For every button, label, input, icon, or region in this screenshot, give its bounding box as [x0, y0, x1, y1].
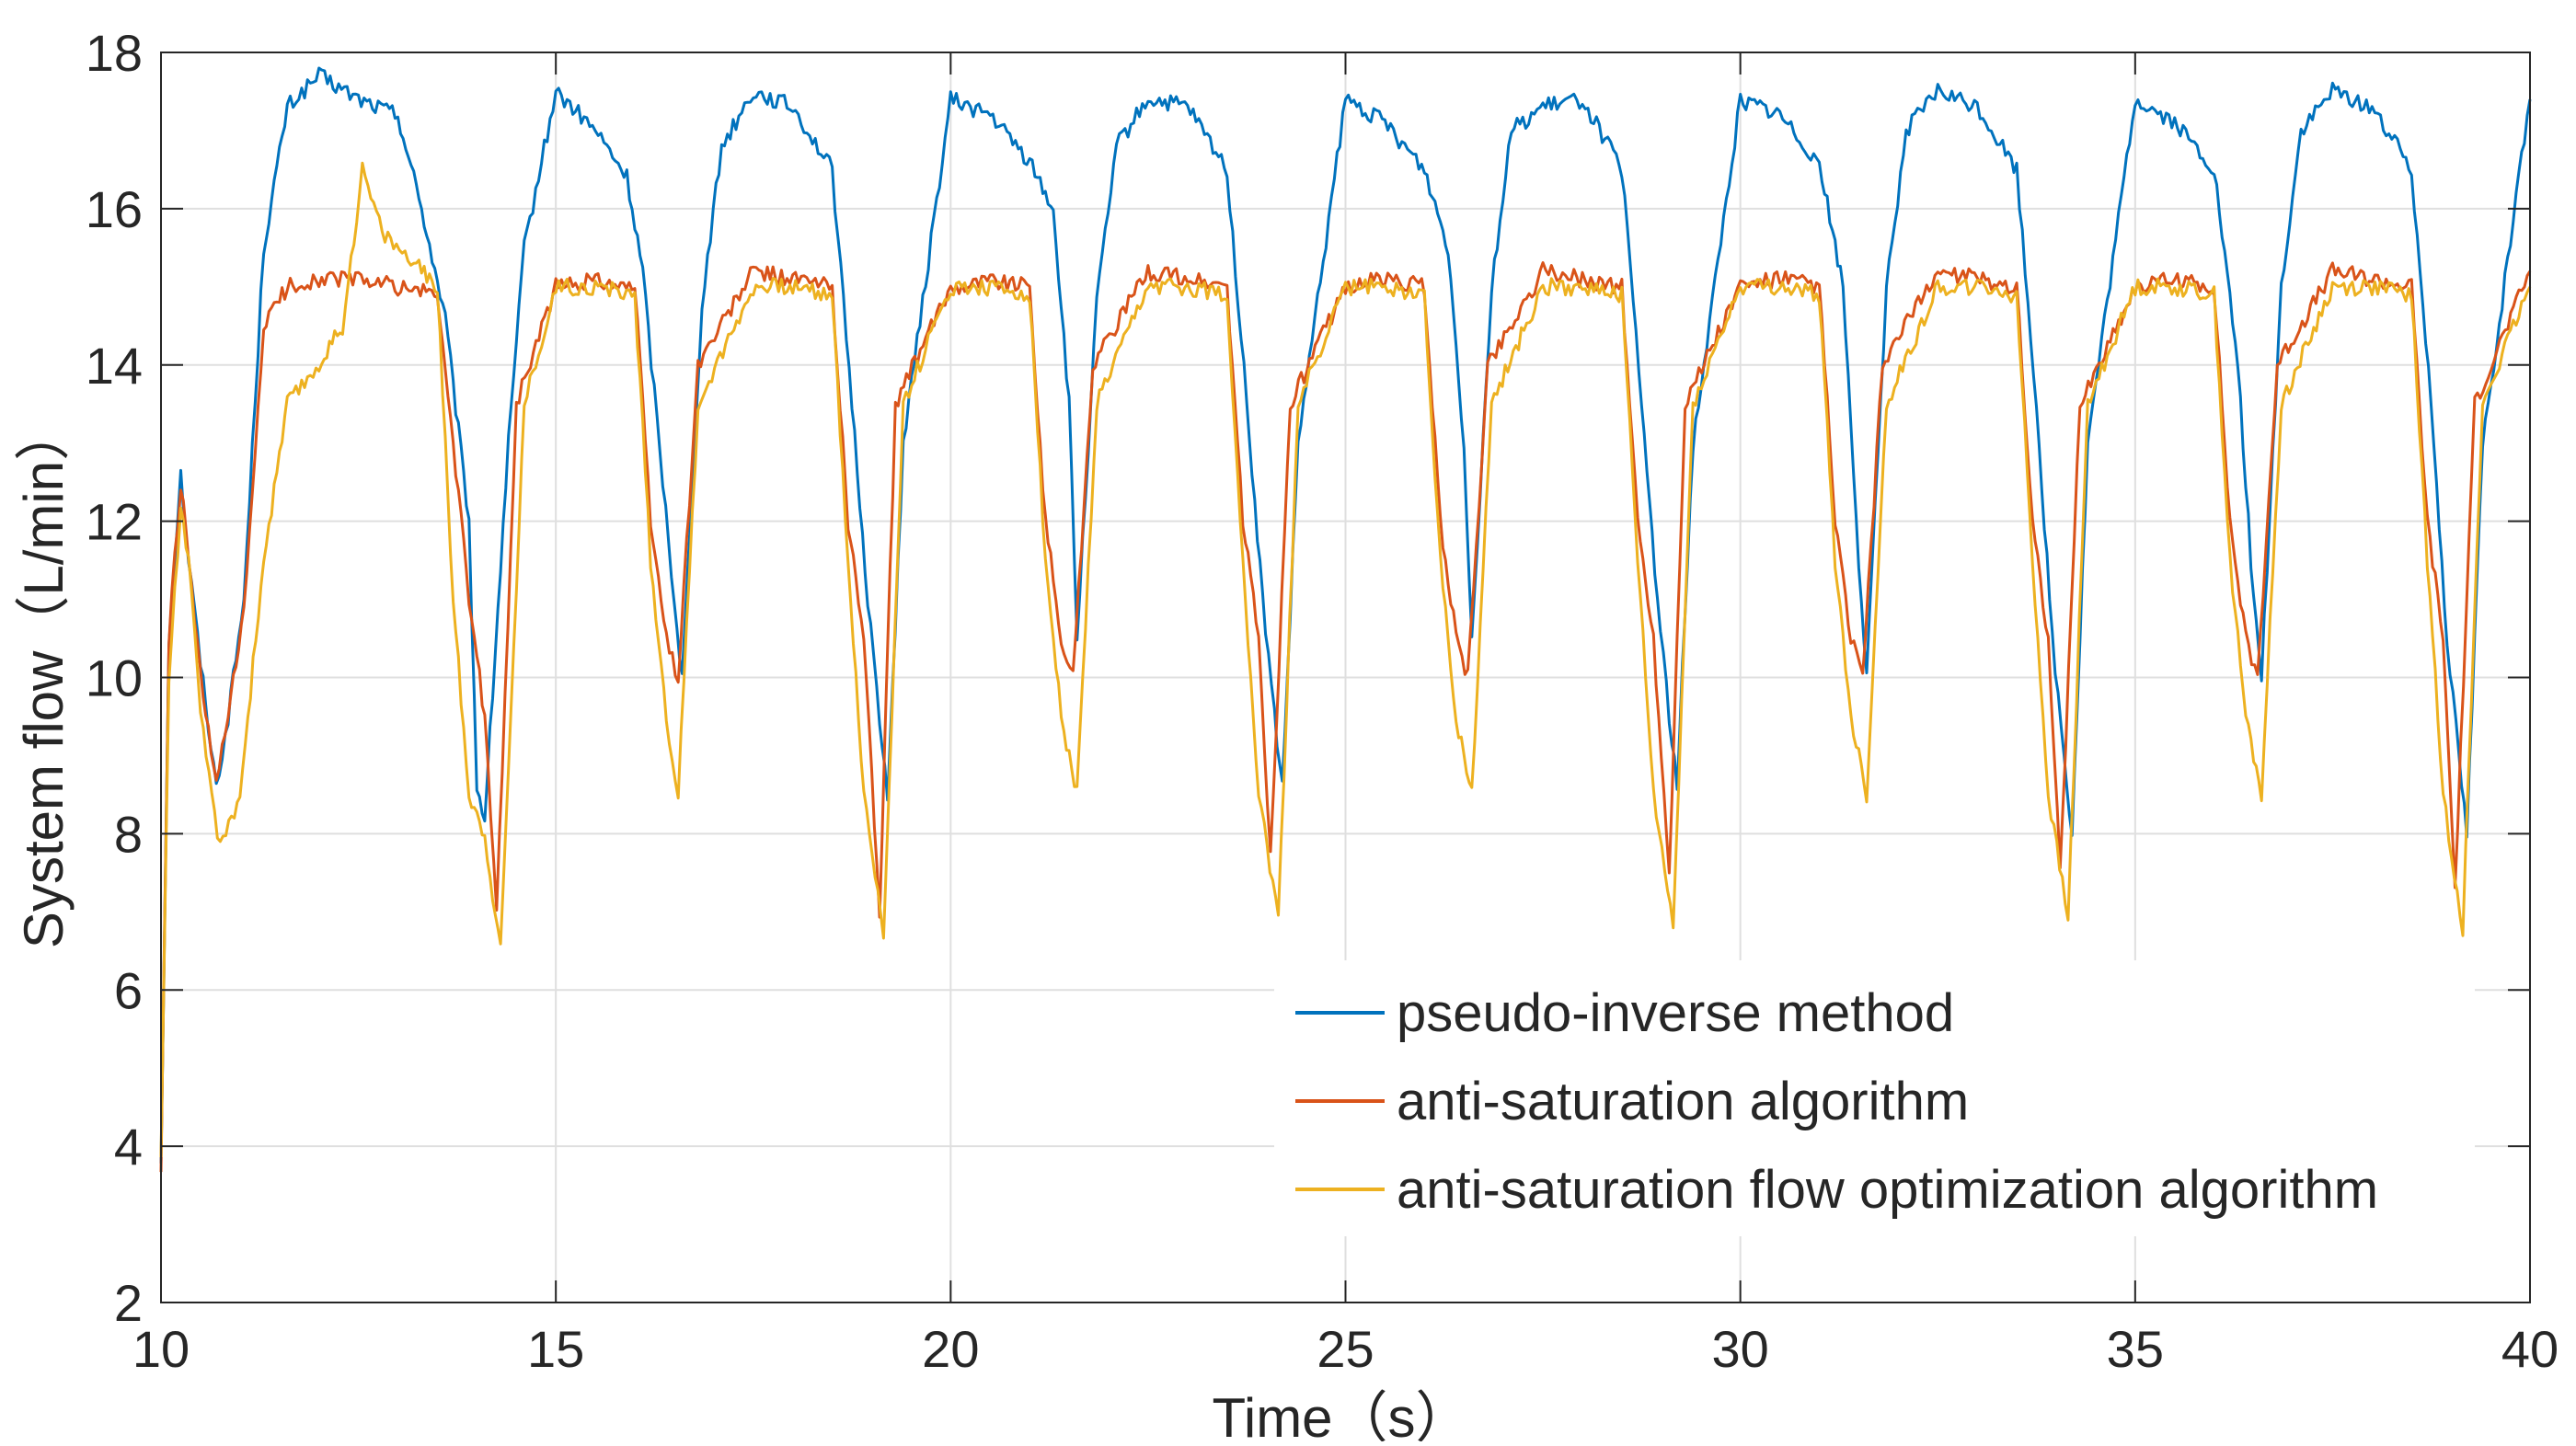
x-tick-label: 40 — [2501, 1320, 2559, 1378]
legend: pseudo-inverse method anti-saturation al… — [1274, 960, 2475, 1236]
legend-label-anti-saturation: anti-saturation algorithm — [1397, 1072, 1969, 1131]
y-tick-label: 4 — [114, 1118, 143, 1176]
legend-entry: anti-saturation flow optimization algori… — [1295, 1160, 2378, 1220]
x-tick-label: 15 — [527, 1320, 584, 1378]
y-tick-label: 8 — [114, 805, 143, 863]
series-anti-saturation-flow-optimization-algorithm-line — [159, 161, 2532, 1158]
series-pseudo-inverse-method-line — [159, 66, 2532, 1164]
y-tick-label: 6 — [114, 961, 143, 1019]
y-tick-label: 10 — [86, 649, 143, 707]
x-tick-label: 30 — [1712, 1320, 1769, 1378]
series-layer — [159, 66, 2532, 1173]
ticks: 10 15 20 25 30 35 40 2 4 6 8 10 12 14 16 18 — [86, 24, 2559, 1378]
y-tick-label: 14 — [86, 337, 143, 395]
x-tick-label: 35 — [2107, 1320, 2164, 1378]
y-tick-label: 16 — [86, 180, 143, 238]
x-axis-label: Time（s） — [1212, 1387, 1470, 1441]
y-axis-label: System flow（L/min） — [13, 406, 75, 948]
legend-label-pseudo-inverse: pseudo-inverse method — [1397, 983, 1954, 1043]
x-tick-label: 25 — [1317, 1320, 1374, 1378]
y-tick-label: 18 — [86, 24, 143, 82]
legend-box — [1274, 960, 2475, 1236]
legend-label-flow-optimization: anti-saturation flow optimization algori… — [1397, 1160, 2378, 1220]
legend-entry: anti-saturation algorithm — [1295, 1072, 1969, 1131]
y-tick-label: 2 — [114, 1274, 143, 1332]
legend-entry: pseudo-inverse method — [1295, 983, 1954, 1043]
y-tick-label: 12 — [86, 493, 143, 551]
x-tick-label: 10 — [132, 1320, 190, 1378]
x-tick-label: 20 — [922, 1320, 979, 1378]
